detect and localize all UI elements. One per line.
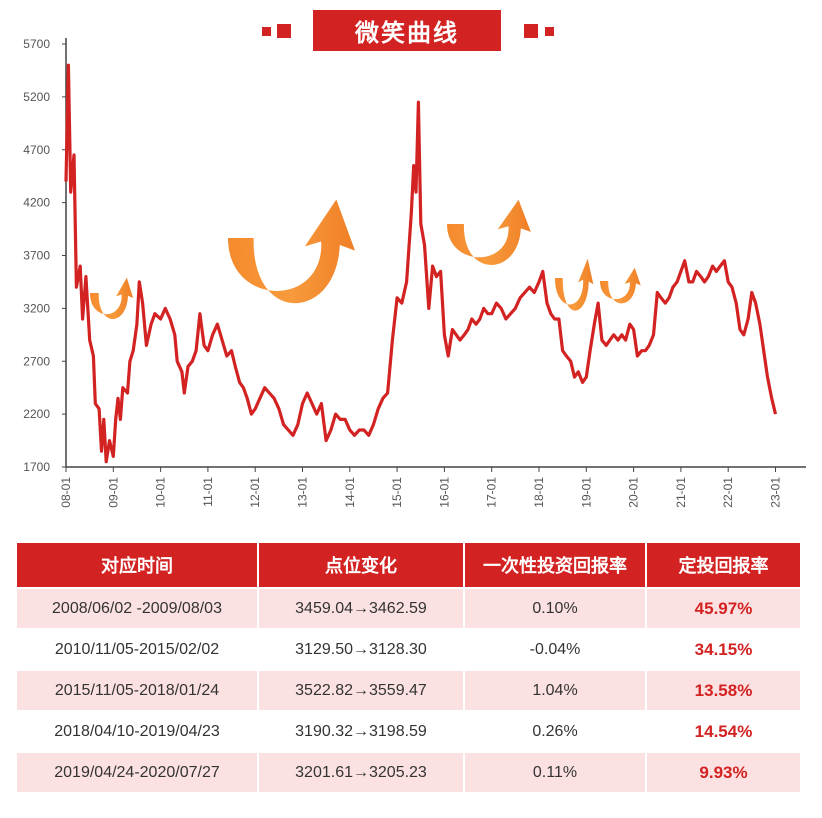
y-tick-label: 3200 [23,301,50,315]
smile-arrow-icon [90,277,134,320]
x-tick-label: 11-01 [201,477,215,507]
title-deco-left-large [277,24,291,38]
table-row: 2019/04/24-2020/07/27 3201.61→3205.23 0.… [17,753,800,792]
cell-period: 2015/11/05-2018/01/24 [17,671,257,710]
cell-index-change: 3201.61→3205.23 [259,753,463,792]
x-tick-label: 16-01 [437,477,451,508]
y-tick-label: 5200 [23,90,50,104]
x-tick-label: 20-01 [627,477,641,508]
y-tick-label: 4700 [23,143,50,157]
cell-period: 2018/04/10-2019/04/23 [17,712,257,751]
x-tick-label: 13-01 [296,477,310,508]
cell-period: 2008/06/02 -2009/08/03 [17,589,257,628]
y-tick-label: 2700 [23,354,50,368]
smile-arrow-icon [600,267,641,304]
cell-dca-return: 14.54% [647,712,800,751]
smile-arrow-icon [447,199,531,265]
cell-lump-sum-return: -0.04% [465,630,645,669]
title-deco-right-large [524,24,538,38]
returns-table: 对应时间 点位变化 一次性投资回报率 定投回报率 2008/06/02 -200… [15,541,802,794]
title-deco-right-small [545,27,554,36]
chart-title: 微笑曲线 [313,10,501,51]
x-tick-label: 10-01 [154,477,168,508]
x-tick-label: 23-01 [769,477,783,508]
table-row: 2010/11/05-2015/02/02 3129.50→3128.30 -0… [17,630,800,669]
x-tick-label: 09-01 [106,477,120,508]
table-header-row: 对应时间 点位变化 一次性投资回报率 定投回报率 [17,543,800,587]
smile-arrow-icon [555,258,594,311]
series-layer [64,63,778,464]
x-tick-label: 12-01 [248,477,262,508]
y-tick-label: 1700 [23,460,50,474]
x-tick-label: 19-01 [579,477,593,508]
cell-index-change: 3459.04→3462.59 [259,589,463,628]
cell-dca-return: 13.58% [647,671,800,710]
smile-arrows [90,199,641,320]
cell-period: 2019/04/24-2020/07/27 [17,753,257,792]
x-tick-label: 21-01 [674,477,688,508]
cell-dca-return: 9.93% [647,753,800,792]
x-tick-label: 22-01 [721,477,735,508]
cell-period: 2010/11/05-2015/02/02 [17,630,257,669]
header-dca-return: 定投回报率 [647,543,800,587]
cell-lump-sum-return: 1.04% [465,671,645,710]
smile-arrow-icon [228,199,355,304]
cell-lump-sum-return: 0.10% [465,589,645,628]
x-tick-label: 17-01 [485,477,499,508]
header-period: 对应时间 [17,543,257,587]
table-row: 2015/11/05-2018/01/24 3522.82→3559.47 1.… [17,671,800,710]
table-row: 2018/04/10-2019/04/23 3190.32→3198.59 0.… [17,712,800,751]
x-tick-label: 15-01 [390,477,404,508]
y-tick-label: 3700 [23,249,50,263]
cell-lump-sum-return: 0.26% [465,712,645,751]
table-row: 2008/06/02 -2009/08/03 3459.04→3462.59 0… [17,589,800,628]
y-tick-label: 5700 [23,37,50,51]
header-index-change: 点位变化 [259,543,463,587]
header-lump-sum-return: 一次性投资回报率 [465,543,645,587]
cell-index-change: 3129.50→3128.30 [259,630,463,669]
y-tick-label: 4200 [23,196,50,210]
line-chart: 1700 2200 2700 3200 3700 4200 4700 5200 5700 08-0… [23,37,806,508]
x-tick-label: 14-01 [343,477,357,508]
cell-dca-return: 45.97% [647,589,800,628]
x-tick-label: 18-01 [532,477,546,508]
cell-dca-return: 34.15% [647,630,800,669]
y-tick-label: 2200 [23,407,50,421]
index-line [64,63,778,464]
cell-index-change: 3190.32→3198.59 [259,712,463,751]
title-deco-left-small [262,27,271,36]
cell-index-change: 3522.82→3559.47 [259,671,463,710]
x-tick-label: 08-01 [59,477,73,508]
cell-lump-sum-return: 0.11% [465,753,645,792]
